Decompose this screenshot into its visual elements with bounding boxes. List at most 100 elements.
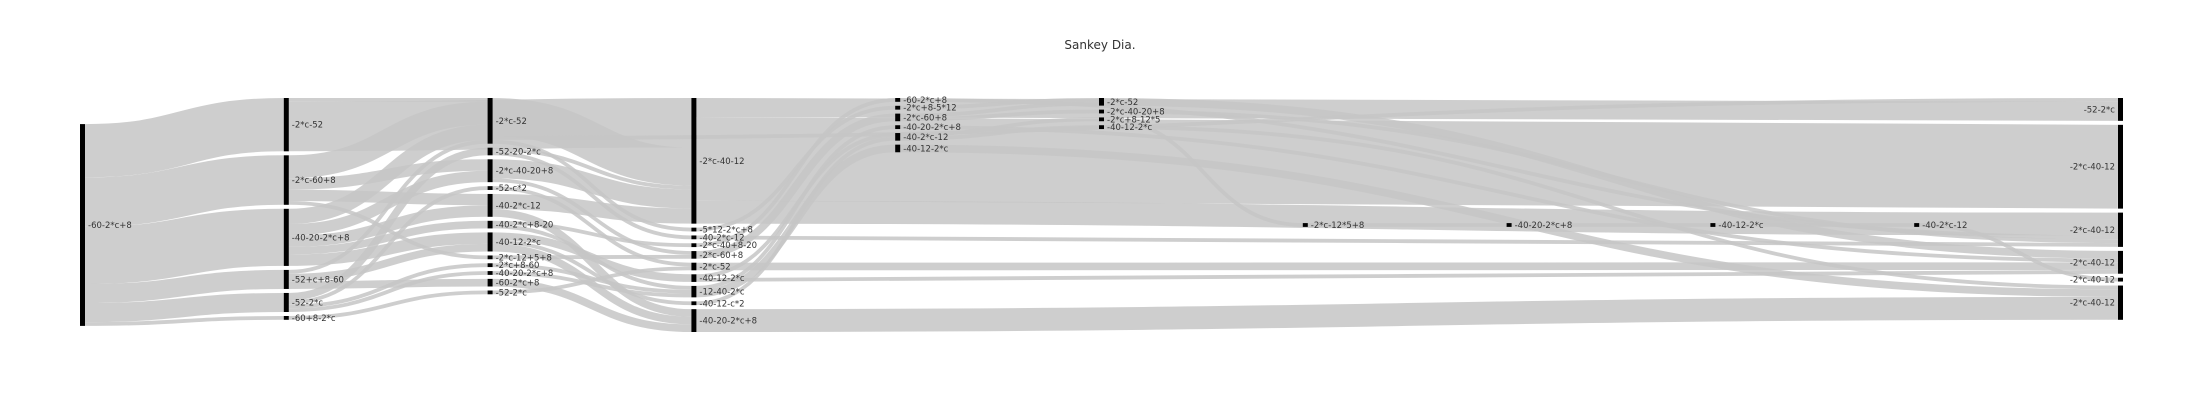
sankey-link [900, 97, 1100, 110]
sankey-link [492, 147, 692, 190]
sankey-node [691, 98, 697, 224]
sankey-node-label: -2*c-60+8 [292, 176, 336, 186]
sankey-node-label: -2*c+8-5*12 [903, 104, 956, 114]
sankey-node-label: -60-2*c+8 [496, 279, 540, 289]
sankey-node [895, 125, 901, 130]
sankey-node [1099, 117, 1104, 122]
sankey-link [492, 159, 692, 209]
sankey-node-label: -2*c+8-12*5 [1107, 115, 1160, 125]
sankey-link [84, 98, 284, 178]
sankey-node [691, 285, 697, 298]
sankey-node-label: -5*12-2*c+8 [699, 226, 752, 236]
sankey-node-label: -2*c-52 [699, 263, 730, 273]
sankey-link [696, 296, 2119, 333]
sankey-node-label: -40-20-2*c+8 [292, 233, 350, 243]
sankey-node-label: -12-40-2*c [699, 288, 744, 298]
links-layer [84, 97, 2119, 333]
sankey-node [80, 124, 85, 326]
sankey-link [696, 136, 896, 306]
sankey-node [895, 133, 901, 141]
sankey-node [895, 98, 901, 102]
sankey-node-label: -2*c-60+8 [699, 251, 743, 261]
nodes-layer [80, 98, 2123, 332]
sankey-node-label: -2*c-40-12 [2070, 163, 2115, 173]
sankey-link [696, 117, 2119, 209]
sankey-link [288, 243, 488, 282]
sankey-node [283, 98, 289, 152]
sankey-node-label: -2*c-12+5+8 [496, 253, 552, 263]
sankey-link [288, 220, 488, 255]
sankey-link [492, 266, 692, 295]
sankey-link [288, 271, 488, 312]
sankey-node [487, 278, 493, 287]
sankey-link [288, 186, 488, 305]
sankey-link [492, 220, 692, 248]
sankey-link [84, 155, 284, 227]
sankey-node [487, 290, 493, 295]
sankey-link [84, 269, 284, 304]
chart-title: Sankey Dia. [1064, 38, 1136, 52]
sankey-link [1919, 223, 2119, 282]
sankey-node-label: -40-2*c-12 [496, 201, 541, 211]
sankey-link [1103, 109, 2119, 244]
sankey-link [696, 113, 896, 259]
sankey-link [900, 117, 1100, 137]
sankey-link [288, 170, 488, 236]
sankey-link [492, 271, 692, 298]
sankey-node [487, 193, 493, 217]
sankey-node-label: -40-2*c+8-20 [496, 221, 554, 231]
sankey-node [895, 105, 901, 110]
sankey-node-label: -40-12-2*c [903, 144, 948, 154]
sankey-link [492, 97, 692, 186]
sankey-node [487, 186, 493, 190]
sankey-node [691, 235, 697, 240]
sankey-node [487, 159, 493, 183]
sankey-link [84, 208, 284, 285]
sankey-node [691, 243, 697, 248]
sankey-link [492, 278, 692, 332]
sankey-node-label: -60-2*c+8 [88, 221, 132, 231]
sankey-node-label: -40-12-2*c [1718, 221, 1763, 231]
sankey-node-label: -40-12-c*2 [699, 299, 744, 309]
sankey-node-label: -2*c-60+8 [903, 113, 947, 123]
sankey-node [895, 113, 901, 122]
sankey-node-label: -52+c+8-60 [292, 275, 344, 285]
sankey-node [691, 301, 697, 306]
sankey-node-label: -2*c-40-20+8 [496, 167, 554, 177]
sankey-node-label: -2*c-52 [1107, 98, 1138, 108]
sankey-node-label: -40-12-2*c [699, 274, 744, 284]
sankey-link [900, 125, 1100, 141]
sankey-node-label: -52-2*c [292, 298, 324, 308]
sankey-node-label: -52-c*2 [496, 184, 527, 194]
sankey-link [900, 101, 1100, 118]
sankey-link [492, 151, 692, 240]
sankey-link [1103, 125, 2119, 290]
sankey-link [900, 125, 2119, 263]
sankey-node [487, 147, 493, 156]
sankey-node-label: -2*c-40-12 [2070, 299, 2115, 309]
sankey-node-label: -2*c-40-12 [2070, 258, 2115, 268]
sankey-node-label: -52-2*c [2084, 105, 2116, 115]
sankey-node [2118, 250, 2123, 274]
sankey-link [696, 200, 2119, 236]
sankey-node [691, 227, 697, 232]
sankey-link [84, 316, 284, 326]
sankey-link [288, 232, 488, 266]
sankey-node-label: -40-20-2*c+8 [903, 123, 961, 133]
sankey-node [691, 309, 697, 332]
sankey-link [696, 125, 896, 290]
sankey-node [2118, 98, 2123, 121]
sankey-link [900, 109, 1100, 122]
sankey-link [492, 186, 692, 267]
sankey-node [691, 251, 697, 259]
sankey-link [288, 263, 488, 309]
sankey-link [900, 144, 2119, 297]
sankey-node [487, 263, 493, 268]
sankey-node [691, 262, 697, 271]
sankey-node [487, 255, 493, 260]
sankey-node-label: -2*c-52 [496, 117, 527, 127]
sankey-node [895, 144, 901, 153]
sankey-link [492, 193, 692, 224]
sankey-node [283, 208, 289, 266]
